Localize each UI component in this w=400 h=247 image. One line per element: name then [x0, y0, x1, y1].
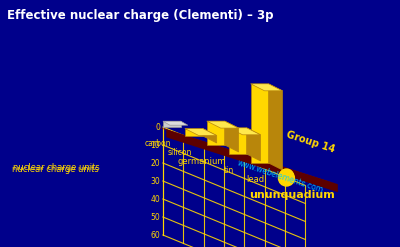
- Text: www.webelements.com: www.webelements.com: [236, 159, 325, 195]
- Text: 50: 50: [150, 212, 160, 222]
- Text: Effective nuclear charge (Clementi) – 3p: Effective nuclear charge (Clementi) – 3p: [6, 9, 273, 22]
- Text: 40: 40: [150, 194, 160, 204]
- Polygon shape: [207, 121, 225, 145]
- Polygon shape: [148, 124, 338, 184]
- Polygon shape: [203, 128, 217, 143]
- Polygon shape: [229, 128, 246, 154]
- Text: ununquadium: ununquadium: [250, 190, 335, 200]
- Polygon shape: [229, 128, 260, 135]
- Text: Group 14: Group 14: [285, 129, 336, 155]
- Circle shape: [278, 170, 294, 186]
- Polygon shape: [225, 121, 239, 152]
- Polygon shape: [250, 84, 282, 91]
- Text: germanium: germanium: [178, 157, 226, 166]
- Polygon shape: [250, 84, 268, 163]
- Polygon shape: [207, 121, 239, 128]
- Text: 0: 0: [155, 123, 160, 131]
- Polygon shape: [163, 121, 181, 127]
- Text: carbon: carbon: [145, 139, 171, 148]
- Polygon shape: [163, 121, 188, 125]
- Text: 30: 30: [150, 177, 160, 185]
- Polygon shape: [268, 84, 282, 170]
- Text: 10: 10: [150, 141, 160, 149]
- Text: silicon: silicon: [168, 148, 192, 157]
- Polygon shape: [185, 128, 217, 136]
- Polygon shape: [185, 128, 203, 136]
- Text: lead: lead: [246, 175, 265, 184]
- Text: nuclear charge units: nuclear charge units: [13, 163, 100, 171]
- Polygon shape: [166, 129, 338, 192]
- Text: nuclear charge units: nuclear charge units: [12, 165, 99, 173]
- Polygon shape: [246, 128, 260, 161]
- Circle shape: [280, 169, 294, 183]
- Text: tin: tin: [224, 166, 234, 175]
- Text: 20: 20: [150, 159, 160, 167]
- Text: 60: 60: [150, 230, 160, 240]
